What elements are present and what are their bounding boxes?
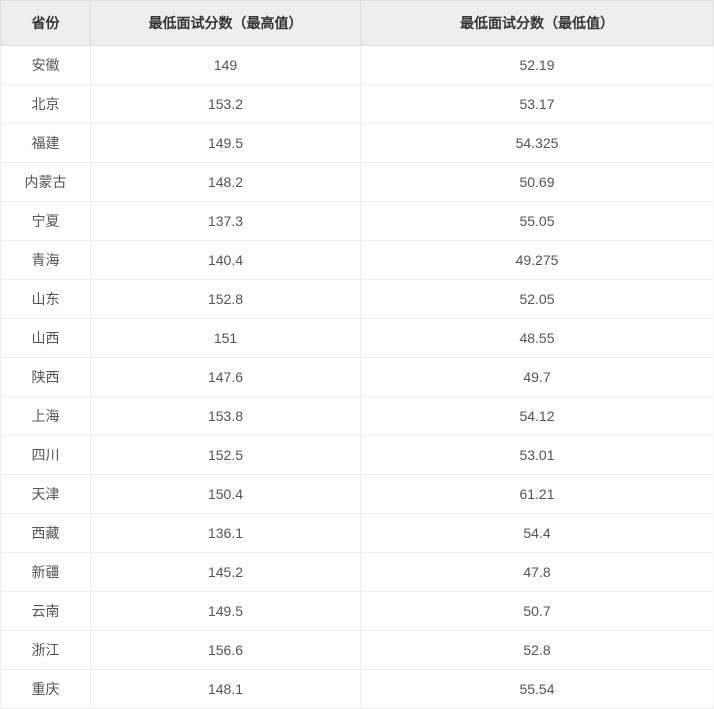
header-row: 省份 最低面试分数（最高值） 最低面试分数（最低值） [1,1,714,46]
cell-min: 54.12 [361,397,714,436]
cell-min: 53.01 [361,436,714,475]
cell-max: 148.1 [91,670,361,709]
cell-province: 北京 [1,85,91,124]
cell-min: 47.8 [361,553,714,592]
cell-max: 136.1 [91,514,361,553]
table-row: 内蒙古148.250.69 [1,163,714,202]
cell-province: 上海 [1,397,91,436]
table-row: 山西15148.55 [1,319,714,358]
cell-min: 55.54 [361,670,714,709]
cell-province: 四川 [1,436,91,475]
cell-max: 151 [91,319,361,358]
cell-province: 西藏 [1,514,91,553]
cell-min: 52.8 [361,631,714,670]
cell-province: 天津 [1,475,91,514]
table-row: 新疆145.247.8 [1,553,714,592]
cell-province: 山西 [1,319,91,358]
cell-min: 49.275 [361,241,714,280]
scores-table: 省份 最低面试分数（最高值） 最低面试分数（最低值） 安徽14952.19北京1… [0,0,714,709]
cell-max: 152.5 [91,436,361,475]
table-body: 安徽14952.19北京153.253.17福建149.554.325内蒙古14… [1,46,714,709]
col-min: 最低面试分数（最低值） [361,1,714,46]
col-max: 最低面试分数（最高值） [91,1,361,46]
cell-min: 52.05 [361,280,714,319]
cell-province: 重庆 [1,670,91,709]
cell-min: 61.21 [361,475,714,514]
cell-min: 50.7 [361,592,714,631]
cell-province: 宁夏 [1,202,91,241]
cell-max: 153.8 [91,397,361,436]
cell-province: 内蒙古 [1,163,91,202]
table-row: 陕西147.649.7 [1,358,714,397]
cell-max: 149 [91,46,361,85]
cell-max: 148.2 [91,163,361,202]
table-row: 云南149.550.7 [1,592,714,631]
cell-province: 山东 [1,280,91,319]
cell-min: 50.69 [361,163,714,202]
cell-max: 152.8 [91,280,361,319]
cell-max: 150.4 [91,475,361,514]
cell-province: 福建 [1,124,91,163]
cell-max: 156.6 [91,631,361,670]
cell-min: 54.4 [361,514,714,553]
cell-province: 浙江 [1,631,91,670]
table-row: 浙江156.652.8 [1,631,714,670]
table-row: 重庆148.155.54 [1,670,714,709]
cell-province: 新疆 [1,553,91,592]
table-row: 北京153.253.17 [1,85,714,124]
cell-min: 52.19 [361,46,714,85]
col-province: 省份 [1,1,91,46]
table-row: 天津150.461.21 [1,475,714,514]
cell-max: 149.5 [91,592,361,631]
table-row: 安徽14952.19 [1,46,714,85]
table-header: 省份 最低面试分数（最高值） 最低面试分数（最低值） [1,1,714,46]
cell-min: 55.05 [361,202,714,241]
table-row: 山东152.852.05 [1,280,714,319]
cell-max: 153.2 [91,85,361,124]
table-row: 青海140.449.275 [1,241,714,280]
cell-max: 145.2 [91,553,361,592]
cell-min: 54.325 [361,124,714,163]
cell-min: 48.55 [361,319,714,358]
cell-province: 陕西 [1,358,91,397]
table-row: 福建149.554.325 [1,124,714,163]
cell-province: 安徽 [1,46,91,85]
cell-province: 青海 [1,241,91,280]
cell-max: 149.5 [91,124,361,163]
table-row: 西藏136.154.4 [1,514,714,553]
table-row: 宁夏137.355.05 [1,202,714,241]
cell-min: 53.17 [361,85,714,124]
cell-min: 49.7 [361,358,714,397]
cell-province: 云南 [1,592,91,631]
table-row: 上海153.854.12 [1,397,714,436]
cell-max: 137.3 [91,202,361,241]
table-row: 四川152.553.01 [1,436,714,475]
cell-max: 147.6 [91,358,361,397]
cell-max: 140.4 [91,241,361,280]
